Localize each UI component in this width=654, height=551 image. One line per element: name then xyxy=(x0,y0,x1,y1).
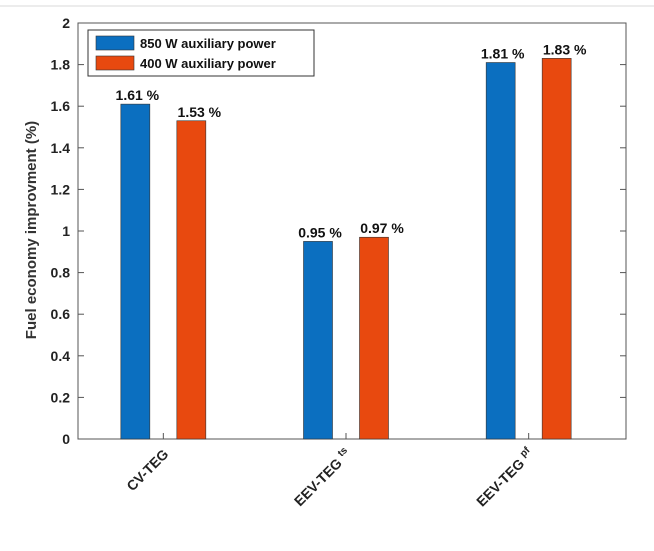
data-label: 0.97 % xyxy=(360,220,404,236)
data-label: 1.53 % xyxy=(178,104,222,120)
y-tick-label: 0 xyxy=(62,431,70,447)
bar-400w xyxy=(541,58,572,440)
bar-400w xyxy=(176,120,207,440)
data-label: 0.95 % xyxy=(298,224,342,240)
chart-marks: 0 0.2 0.4 0.6 0.8 1 1.2 1.4 1.6 1.8 2 1.61 % 1.53 % C… xyxy=(51,15,626,510)
bar-400w xyxy=(359,236,389,440)
legend-swatch xyxy=(95,55,135,71)
y-tick-label: 1.8 xyxy=(51,57,71,73)
x-tick-label: EEV-TEGpf xyxy=(472,445,537,510)
y-tick-label: 1.4 xyxy=(51,140,71,156)
legend-entry: 850 W auxiliary power xyxy=(140,36,276,51)
y-tick-label: 0.6 xyxy=(51,306,71,322)
data-label: 1.61 % xyxy=(116,87,160,103)
legend-swatch xyxy=(95,35,135,51)
y-tick-label: 0.4 xyxy=(51,348,71,364)
x-tick-label: EEV-TEGts xyxy=(290,445,354,509)
legend-entry: 400 W auxiliary power xyxy=(140,56,276,71)
y-axis-label: Fuel economy improvment (%) xyxy=(23,121,40,339)
y-tick-label: 1.2 xyxy=(51,181,71,197)
bar-850w xyxy=(303,241,333,440)
x-tick-label: CV-TEG xyxy=(123,446,171,494)
y-tick-label: 2 xyxy=(62,15,70,31)
y-tick-label: 0.2 xyxy=(51,389,71,405)
bar-850w xyxy=(485,62,516,440)
data-label: 1.81 % xyxy=(481,46,525,62)
y-tick-label: 0.8 xyxy=(51,265,71,281)
plot-frame xyxy=(77,22,627,440)
y-tick-label: 1 xyxy=(62,223,70,239)
data-label: 1.83 % xyxy=(543,41,587,57)
y-tick-label: 1.6 xyxy=(51,98,71,114)
bar-850w xyxy=(120,103,151,440)
